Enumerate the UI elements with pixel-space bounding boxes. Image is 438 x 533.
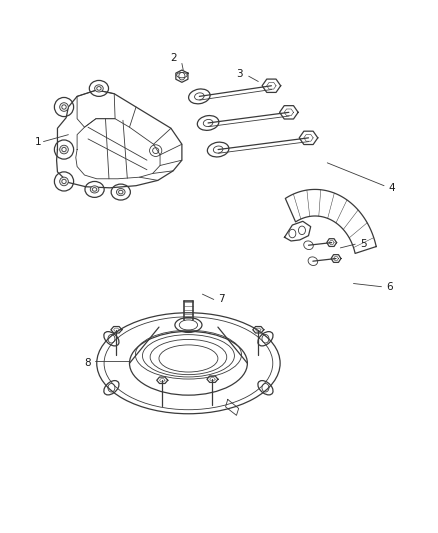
Ellipse shape [95,85,103,92]
Ellipse shape [60,103,68,111]
Ellipse shape [117,189,125,196]
Ellipse shape [60,145,68,154]
Ellipse shape [97,87,101,90]
Text: 7: 7 [218,294,225,304]
Text: 2: 2 [170,53,177,63]
Text: 6: 6 [386,282,392,292]
Text: 4: 4 [388,183,395,193]
Ellipse shape [60,177,68,185]
Ellipse shape [92,188,97,191]
Ellipse shape [62,179,66,183]
Text: 5: 5 [360,239,367,249]
Text: 8: 8 [84,358,91,368]
Ellipse shape [62,148,66,152]
Ellipse shape [90,186,99,193]
Text: 3: 3 [237,69,243,79]
Text: 1: 1 [35,136,41,147]
Ellipse shape [119,190,123,194]
Ellipse shape [62,105,66,109]
